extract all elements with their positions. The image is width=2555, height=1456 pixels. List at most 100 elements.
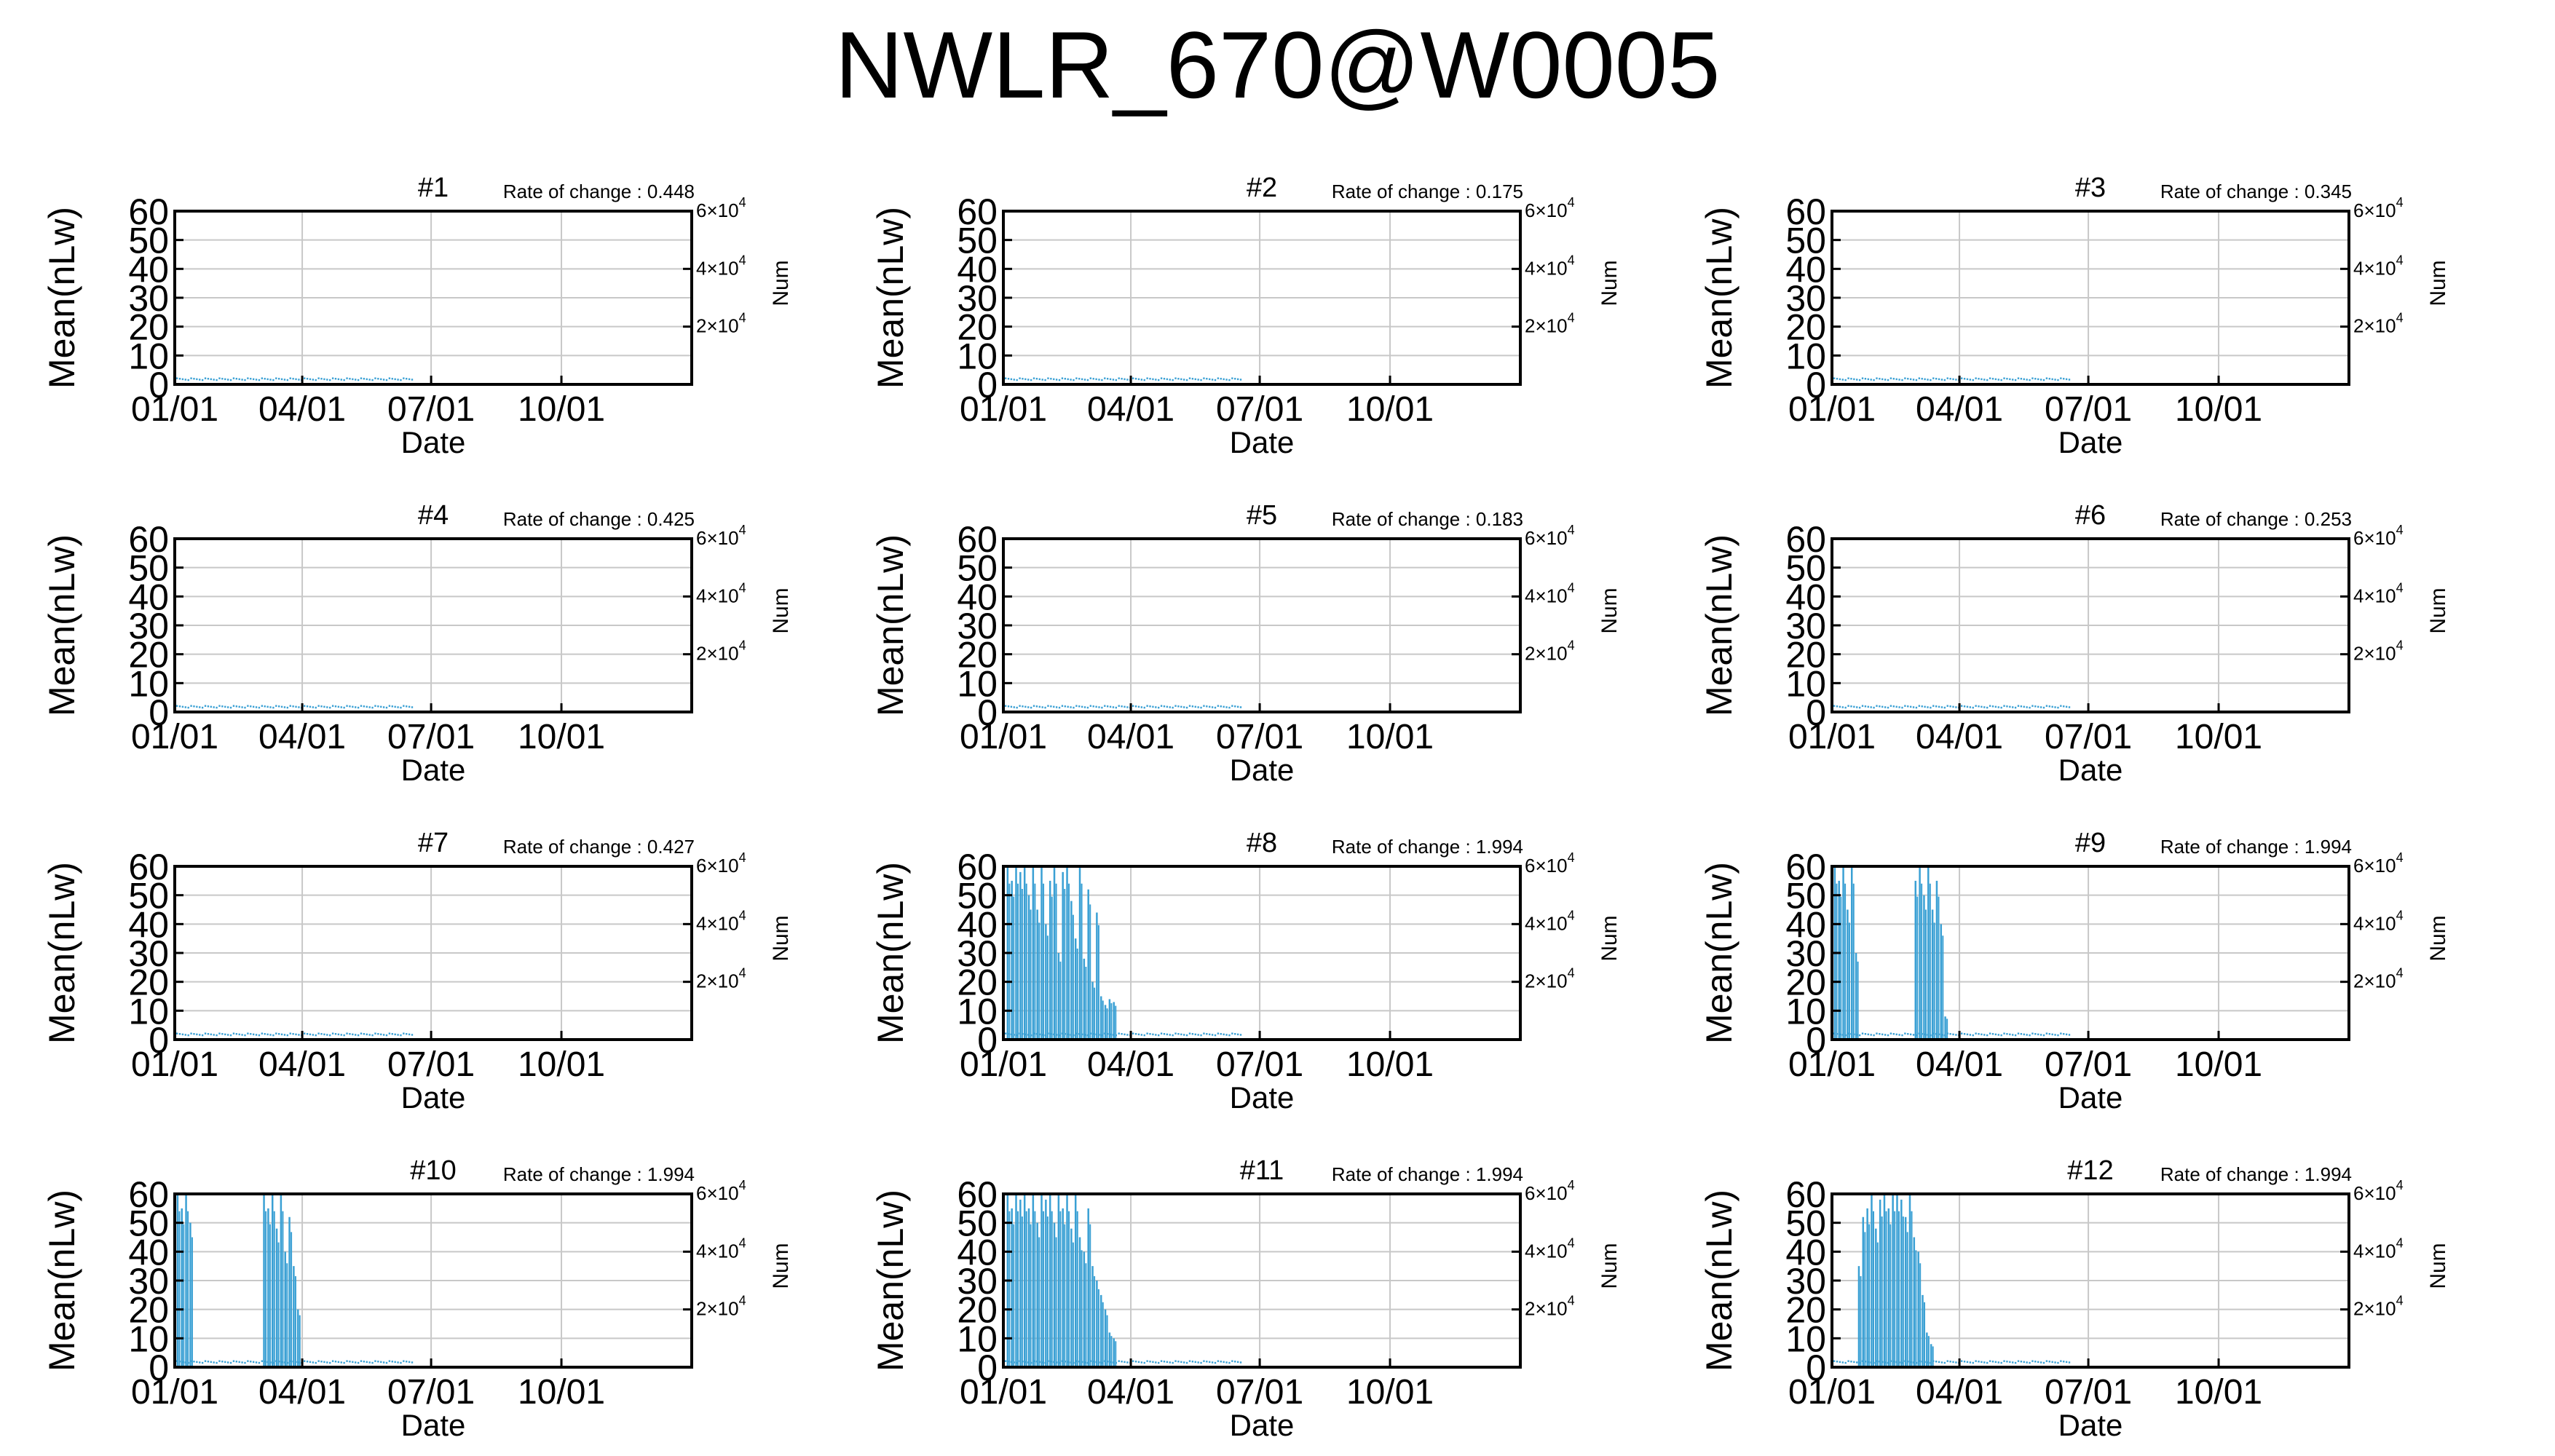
y-tick-label: 60 bbox=[1785, 847, 1826, 887]
y2-axis-label: Num bbox=[2426, 587, 2450, 633]
x-tick-label: 04/01 bbox=[1087, 1373, 1174, 1412]
y2-tick-label: 4×104 bbox=[696, 1235, 746, 1262]
y-tick-label: 0 bbox=[1806, 1020, 1826, 1061]
y-tick-label: 60 bbox=[957, 847, 998, 887]
y2-tick-exponent: 4 bbox=[1568, 908, 1575, 922]
y-axis-label: Mean(nLw) bbox=[42, 534, 82, 716]
x-tick-label: 04/01 bbox=[258, 1373, 346, 1412]
y-tick-label: 60 bbox=[957, 519, 998, 560]
y-tick-label: 30 bbox=[128, 1261, 169, 1302]
series-line bbox=[1833, 1194, 2071, 1367]
y2-tick-label: 6×104 bbox=[2353, 195, 2404, 221]
y2-tick-exponent: 4 bbox=[2396, 1235, 2404, 1250]
y2-tick-exponent: 4 bbox=[739, 638, 746, 653]
y-tick-label: 0 bbox=[1806, 692, 1826, 733]
y-tick-label: 10 bbox=[957, 991, 998, 1032]
y2-tick-label: 2×104 bbox=[2353, 638, 2404, 665]
y-tick-label: 30 bbox=[957, 1261, 998, 1302]
x-axis-label: Date bbox=[401, 425, 466, 459]
x-tick-label: 01/01 bbox=[1788, 1373, 1876, 1412]
y2-axis-label: Num bbox=[1598, 260, 1622, 306]
y-tick-label: 40 bbox=[1785, 249, 1826, 290]
y2-axis-label: Num bbox=[1598, 915, 1622, 961]
y-tick-label: 40 bbox=[128, 577, 169, 617]
y-axis-label: Mean(nLw) bbox=[1699, 207, 1739, 389]
subplot-title: #5 bbox=[1247, 500, 1277, 531]
y-tick-label: 40 bbox=[128, 904, 169, 945]
y-tick-label: 0 bbox=[149, 1348, 169, 1388]
y-tick-label: 60 bbox=[128, 847, 169, 887]
y2-tick-exponent: 4 bbox=[2396, 311, 2404, 325]
y-tick-label: 60 bbox=[128, 191, 169, 232]
y2-axis-label: Num bbox=[2426, 1243, 2450, 1289]
y2-tick-label: 6×104 bbox=[1525, 523, 1575, 549]
y2-tick-exponent: 4 bbox=[739, 1178, 746, 1192]
y2-tick-exponent: 4 bbox=[1568, 253, 1575, 267]
y-tick-label: 60 bbox=[1785, 1174, 1826, 1215]
y2-tick-exponent: 4 bbox=[2396, 1178, 2404, 1192]
y-tick-label: 50 bbox=[1785, 221, 1826, 261]
y2-tick-exponent: 4 bbox=[1568, 523, 1575, 537]
y-tick-label: 50 bbox=[957, 876, 998, 917]
series-line bbox=[1004, 866, 1242, 1040]
y2-axis-label: Num bbox=[1598, 587, 1622, 633]
y-tick-label: 10 bbox=[957, 1318, 998, 1359]
y-tick-label: 30 bbox=[1785, 278, 1826, 319]
rate-of-change-label: Rate of change : 1.994 bbox=[1332, 1163, 1523, 1185]
y2-tick-exponent: 4 bbox=[1568, 966, 1575, 981]
x-tick-label: 07/01 bbox=[387, 1373, 475, 1412]
y-tick-label: 50 bbox=[1785, 1203, 1826, 1244]
x-tick-label: 10/01 bbox=[1346, 390, 1434, 429]
rate-of-change-label: Rate of change : 0.448 bbox=[503, 181, 695, 202]
rate-of-change-label: Rate of change : 1.994 bbox=[1332, 836, 1523, 858]
y2-tick-exponent: 4 bbox=[739, 195, 746, 210]
x-tick-label: 07/01 bbox=[2045, 1045, 2132, 1084]
y2-tick-label: 6×104 bbox=[696, 1178, 746, 1204]
x-tick-label: 07/01 bbox=[387, 390, 475, 429]
y-tick-label: 60 bbox=[957, 191, 998, 232]
y2-tick-label: 2×104 bbox=[696, 1294, 746, 1320]
y-tick-label: 20 bbox=[957, 962, 998, 1003]
y2-tick-exponent: 4 bbox=[739, 908, 746, 922]
series-line bbox=[1833, 866, 2071, 1040]
x-tick-label: 04/01 bbox=[258, 390, 346, 429]
y2-tick-label: 6×104 bbox=[696, 523, 746, 549]
y2-tick-label: 2×104 bbox=[696, 311, 746, 337]
series-line bbox=[175, 1194, 414, 1367]
x-tick-label: 10/01 bbox=[518, 390, 605, 429]
y-tick-label: 0 bbox=[977, 692, 998, 733]
x-tick-label: 01/01 bbox=[131, 1045, 218, 1084]
rate-of-change-label: Rate of change : 0.427 bbox=[503, 836, 695, 858]
y-tick-label: 20 bbox=[957, 1290, 998, 1331]
x-tick-label: 04/01 bbox=[1916, 1373, 2003, 1412]
y2-tick-label: 6×104 bbox=[2353, 850, 2404, 877]
y2-tick-label: 2×104 bbox=[1525, 1294, 1575, 1320]
x-axis-label: Date bbox=[1230, 425, 1295, 459]
series-line bbox=[175, 1032, 414, 1037]
y-tick-label: 40 bbox=[128, 1232, 169, 1273]
y-tick-label: 10 bbox=[1785, 336, 1826, 376]
y-tick-label: 50 bbox=[957, 548, 998, 589]
y-tick-label: 50 bbox=[128, 1203, 169, 1244]
y2-tick-exponent: 4 bbox=[1568, 1178, 1575, 1192]
y2-tick-exponent: 4 bbox=[739, 580, 746, 595]
y-axis-label: Mean(nLw) bbox=[1699, 1190, 1739, 1372]
y2-tick-exponent: 4 bbox=[1568, 580, 1575, 595]
x-tick-label: 01/01 bbox=[1788, 718, 1876, 756]
y-tick-label: 20 bbox=[128, 962, 169, 1003]
rate-of-change-label: Rate of change : 0.175 bbox=[1332, 181, 1523, 202]
x-tick-label: 07/01 bbox=[2045, 390, 2132, 429]
subplot-title: #9 bbox=[2075, 828, 2106, 858]
series-line bbox=[1833, 377, 2071, 381]
y-tick-label: 20 bbox=[128, 1290, 169, 1331]
y2-tick-exponent: 4 bbox=[1568, 638, 1575, 653]
x-tick-label: 04/01 bbox=[1916, 390, 2003, 429]
y2-tick-exponent: 4 bbox=[1568, 311, 1575, 325]
series-line bbox=[1004, 705, 1242, 709]
y2-tick-exponent: 4 bbox=[2396, 908, 2404, 922]
